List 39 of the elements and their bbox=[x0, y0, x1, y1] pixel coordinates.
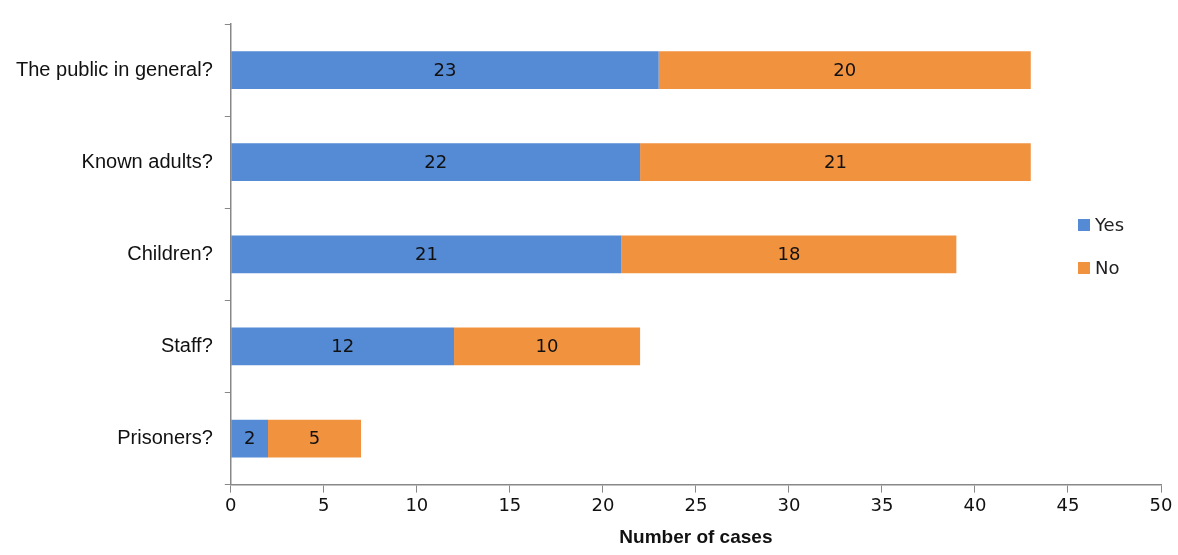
data-label: 5 bbox=[308, 427, 321, 449]
data-label: 10 bbox=[535, 335, 559, 357]
data-label: 2 bbox=[243, 427, 256, 449]
bar bbox=[621, 235, 957, 274]
data-label: 22 bbox=[424, 150, 448, 172]
legend-label: Yes bbox=[1095, 214, 1125, 235]
bar bbox=[640, 143, 1031, 182]
x-tick-label: 25 bbox=[684, 494, 708, 516]
y-tick-label: Staff? bbox=[160, 333, 213, 356]
data-label: 21 bbox=[414, 242, 438, 264]
bar bbox=[231, 235, 622, 274]
bar bbox=[658, 51, 1031, 89]
bar bbox=[231, 143, 641, 182]
data-label: 23 bbox=[433, 58, 457, 80]
x-tick-label: 30 bbox=[777, 494, 801, 516]
x-tick-label: 45 bbox=[1056, 494, 1080, 516]
x-tick-label: 20 bbox=[591, 494, 615, 516]
y-tick-label: The public in general? bbox=[16, 57, 213, 80]
bar bbox=[231, 327, 455, 366]
data-label: 18 bbox=[777, 242, 801, 264]
x-tick-label: 5 bbox=[318, 494, 330, 516]
data-label: 20 bbox=[833, 58, 857, 80]
bar bbox=[268, 419, 362, 458]
y-tick-label: Known adults? bbox=[81, 149, 213, 172]
bar bbox=[454, 327, 641, 366]
bar bbox=[231, 419, 269, 458]
y-tick-label: Prisoners? bbox=[117, 426, 213, 449]
x-tick-label: 35 bbox=[870, 494, 894, 516]
x-tick-label: 50 bbox=[1149, 494, 1173, 516]
x-tick-label: 15 bbox=[498, 494, 522, 516]
legend-label: No bbox=[1095, 257, 1120, 278]
y-tick-label: Children? bbox=[127, 241, 213, 264]
bar bbox=[231, 51, 659, 89]
x-tick-label: 10 bbox=[405, 494, 429, 516]
data-label: 12 bbox=[331, 335, 355, 357]
data-label: 21 bbox=[823, 150, 847, 172]
x-axis-title: Number of cases bbox=[619, 525, 773, 547]
x-tick-label: 0 bbox=[225, 494, 237, 516]
x-tick-label: 40 bbox=[963, 494, 987, 516]
